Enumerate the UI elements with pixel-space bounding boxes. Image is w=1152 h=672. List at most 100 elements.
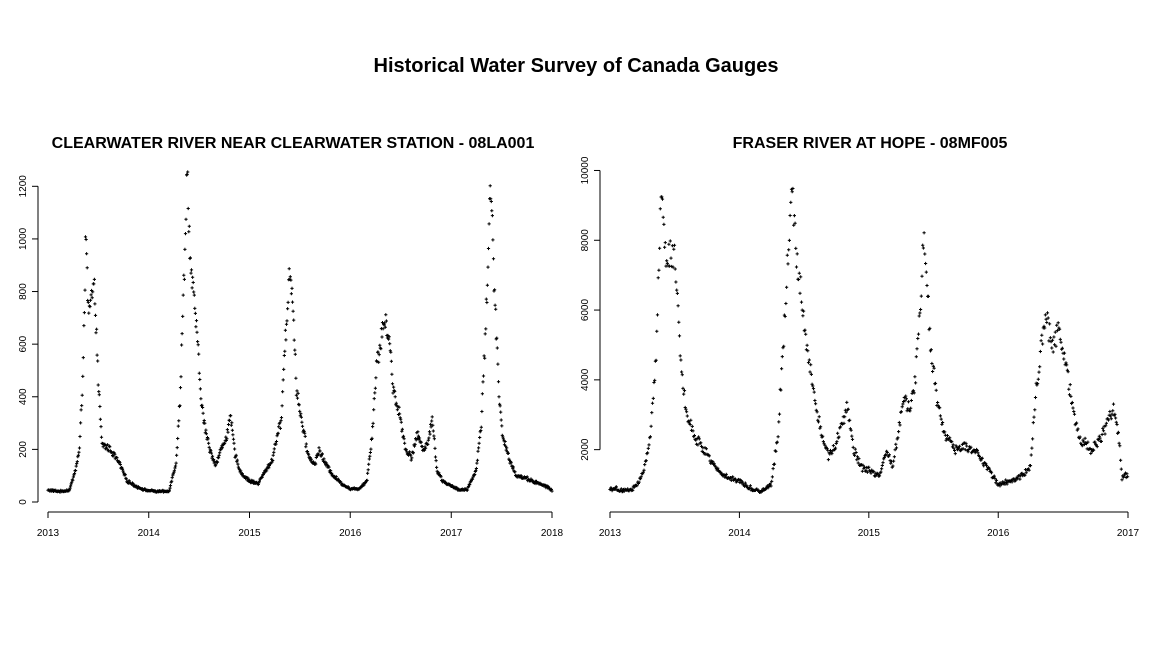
data-point <box>638 477 643 481</box>
data-point <box>218 451 222 455</box>
data-point <box>945 434 950 438</box>
data-point <box>384 319 388 323</box>
data-point <box>929 348 933 352</box>
data-point <box>655 329 659 333</box>
data-point <box>1051 350 1055 354</box>
data-point <box>490 209 494 213</box>
data-point <box>486 265 490 269</box>
data-point <box>401 434 406 438</box>
data-point <box>771 467 775 471</box>
data-point <box>257 479 261 483</box>
data-point <box>123 473 127 477</box>
data-point <box>680 373 684 377</box>
data-point <box>280 404 284 408</box>
data-point <box>285 319 289 323</box>
data-point <box>233 447 237 451</box>
data-point <box>685 410 689 414</box>
data-point <box>1067 393 1072 397</box>
data-point <box>1053 330 1057 334</box>
data-point <box>646 451 650 455</box>
data-point <box>787 238 791 242</box>
data-point <box>294 376 298 380</box>
data-point <box>284 322 289 326</box>
data-point <box>1108 409 1112 414</box>
data-point <box>1069 394 1073 398</box>
x-tick-label: 2015 <box>238 528 261 539</box>
data-point <box>1116 430 1120 434</box>
data-point <box>278 426 282 430</box>
data-point <box>1062 357 1066 361</box>
data-point <box>1058 337 1062 341</box>
y-tick-label: 8000 <box>580 229 591 252</box>
data-point <box>889 461 893 465</box>
data-point <box>704 447 708 451</box>
data-point <box>369 447 373 451</box>
data-point <box>682 392 686 396</box>
data-point <box>202 418 206 423</box>
data-point <box>917 314 921 318</box>
data-point <box>180 343 184 347</box>
data-point <box>919 307 923 312</box>
data-point <box>392 385 396 389</box>
data-point <box>845 400 849 404</box>
data-point <box>377 360 381 364</box>
data-point <box>204 432 208 436</box>
data-point <box>1065 363 1069 367</box>
data-point <box>842 421 846 425</box>
data-point <box>416 434 420 438</box>
data-point <box>283 328 287 332</box>
data-point <box>209 451 213 455</box>
data-point <box>286 300 290 304</box>
data-point <box>1080 444 1084 448</box>
data-point <box>93 302 97 306</box>
data-point <box>894 442 898 446</box>
data-point <box>952 446 956 450</box>
data-point <box>101 445 105 449</box>
data-point <box>372 408 376 412</box>
data-point <box>921 243 925 247</box>
data-point <box>96 383 100 387</box>
data-point <box>654 358 658 362</box>
data-point <box>371 421 375 425</box>
x-tick-label: 2014 <box>728 528 751 539</box>
data-point <box>431 429 435 433</box>
data-point <box>651 396 655 400</box>
data-point <box>272 450 276 454</box>
data-point <box>90 296 94 300</box>
data-point <box>806 349 810 353</box>
data-point <box>203 421 207 425</box>
data-point <box>904 397 908 401</box>
data-point <box>393 389 397 393</box>
data-point <box>417 436 422 440</box>
data-point <box>987 467 991 471</box>
data-point <box>793 221 797 225</box>
data-point <box>685 414 689 418</box>
data-point <box>984 463 989 467</box>
data-point <box>922 231 926 235</box>
data-point <box>111 454 115 458</box>
data-point <box>675 288 679 292</box>
data-point <box>416 430 420 434</box>
data-point <box>821 434 825 438</box>
data-point <box>322 457 326 461</box>
data-point <box>916 332 921 336</box>
data-point <box>792 223 796 227</box>
data-point <box>279 419 283 423</box>
data-point <box>748 484 752 488</box>
data-point <box>998 484 1002 488</box>
data-point <box>819 425 823 429</box>
data-point <box>826 448 830 452</box>
data-point <box>794 265 799 269</box>
data-point <box>379 347 383 351</box>
y-tick-label: 2000 <box>580 438 591 461</box>
data-point <box>267 466 271 470</box>
data-point <box>497 395 501 399</box>
data-point <box>782 344 786 348</box>
data-point <box>498 404 502 408</box>
data-point <box>791 186 795 191</box>
data-point <box>317 446 321 450</box>
data-point <box>393 395 397 399</box>
data-point <box>92 282 96 286</box>
data-point <box>681 386 685 390</box>
data-point <box>292 318 296 322</box>
